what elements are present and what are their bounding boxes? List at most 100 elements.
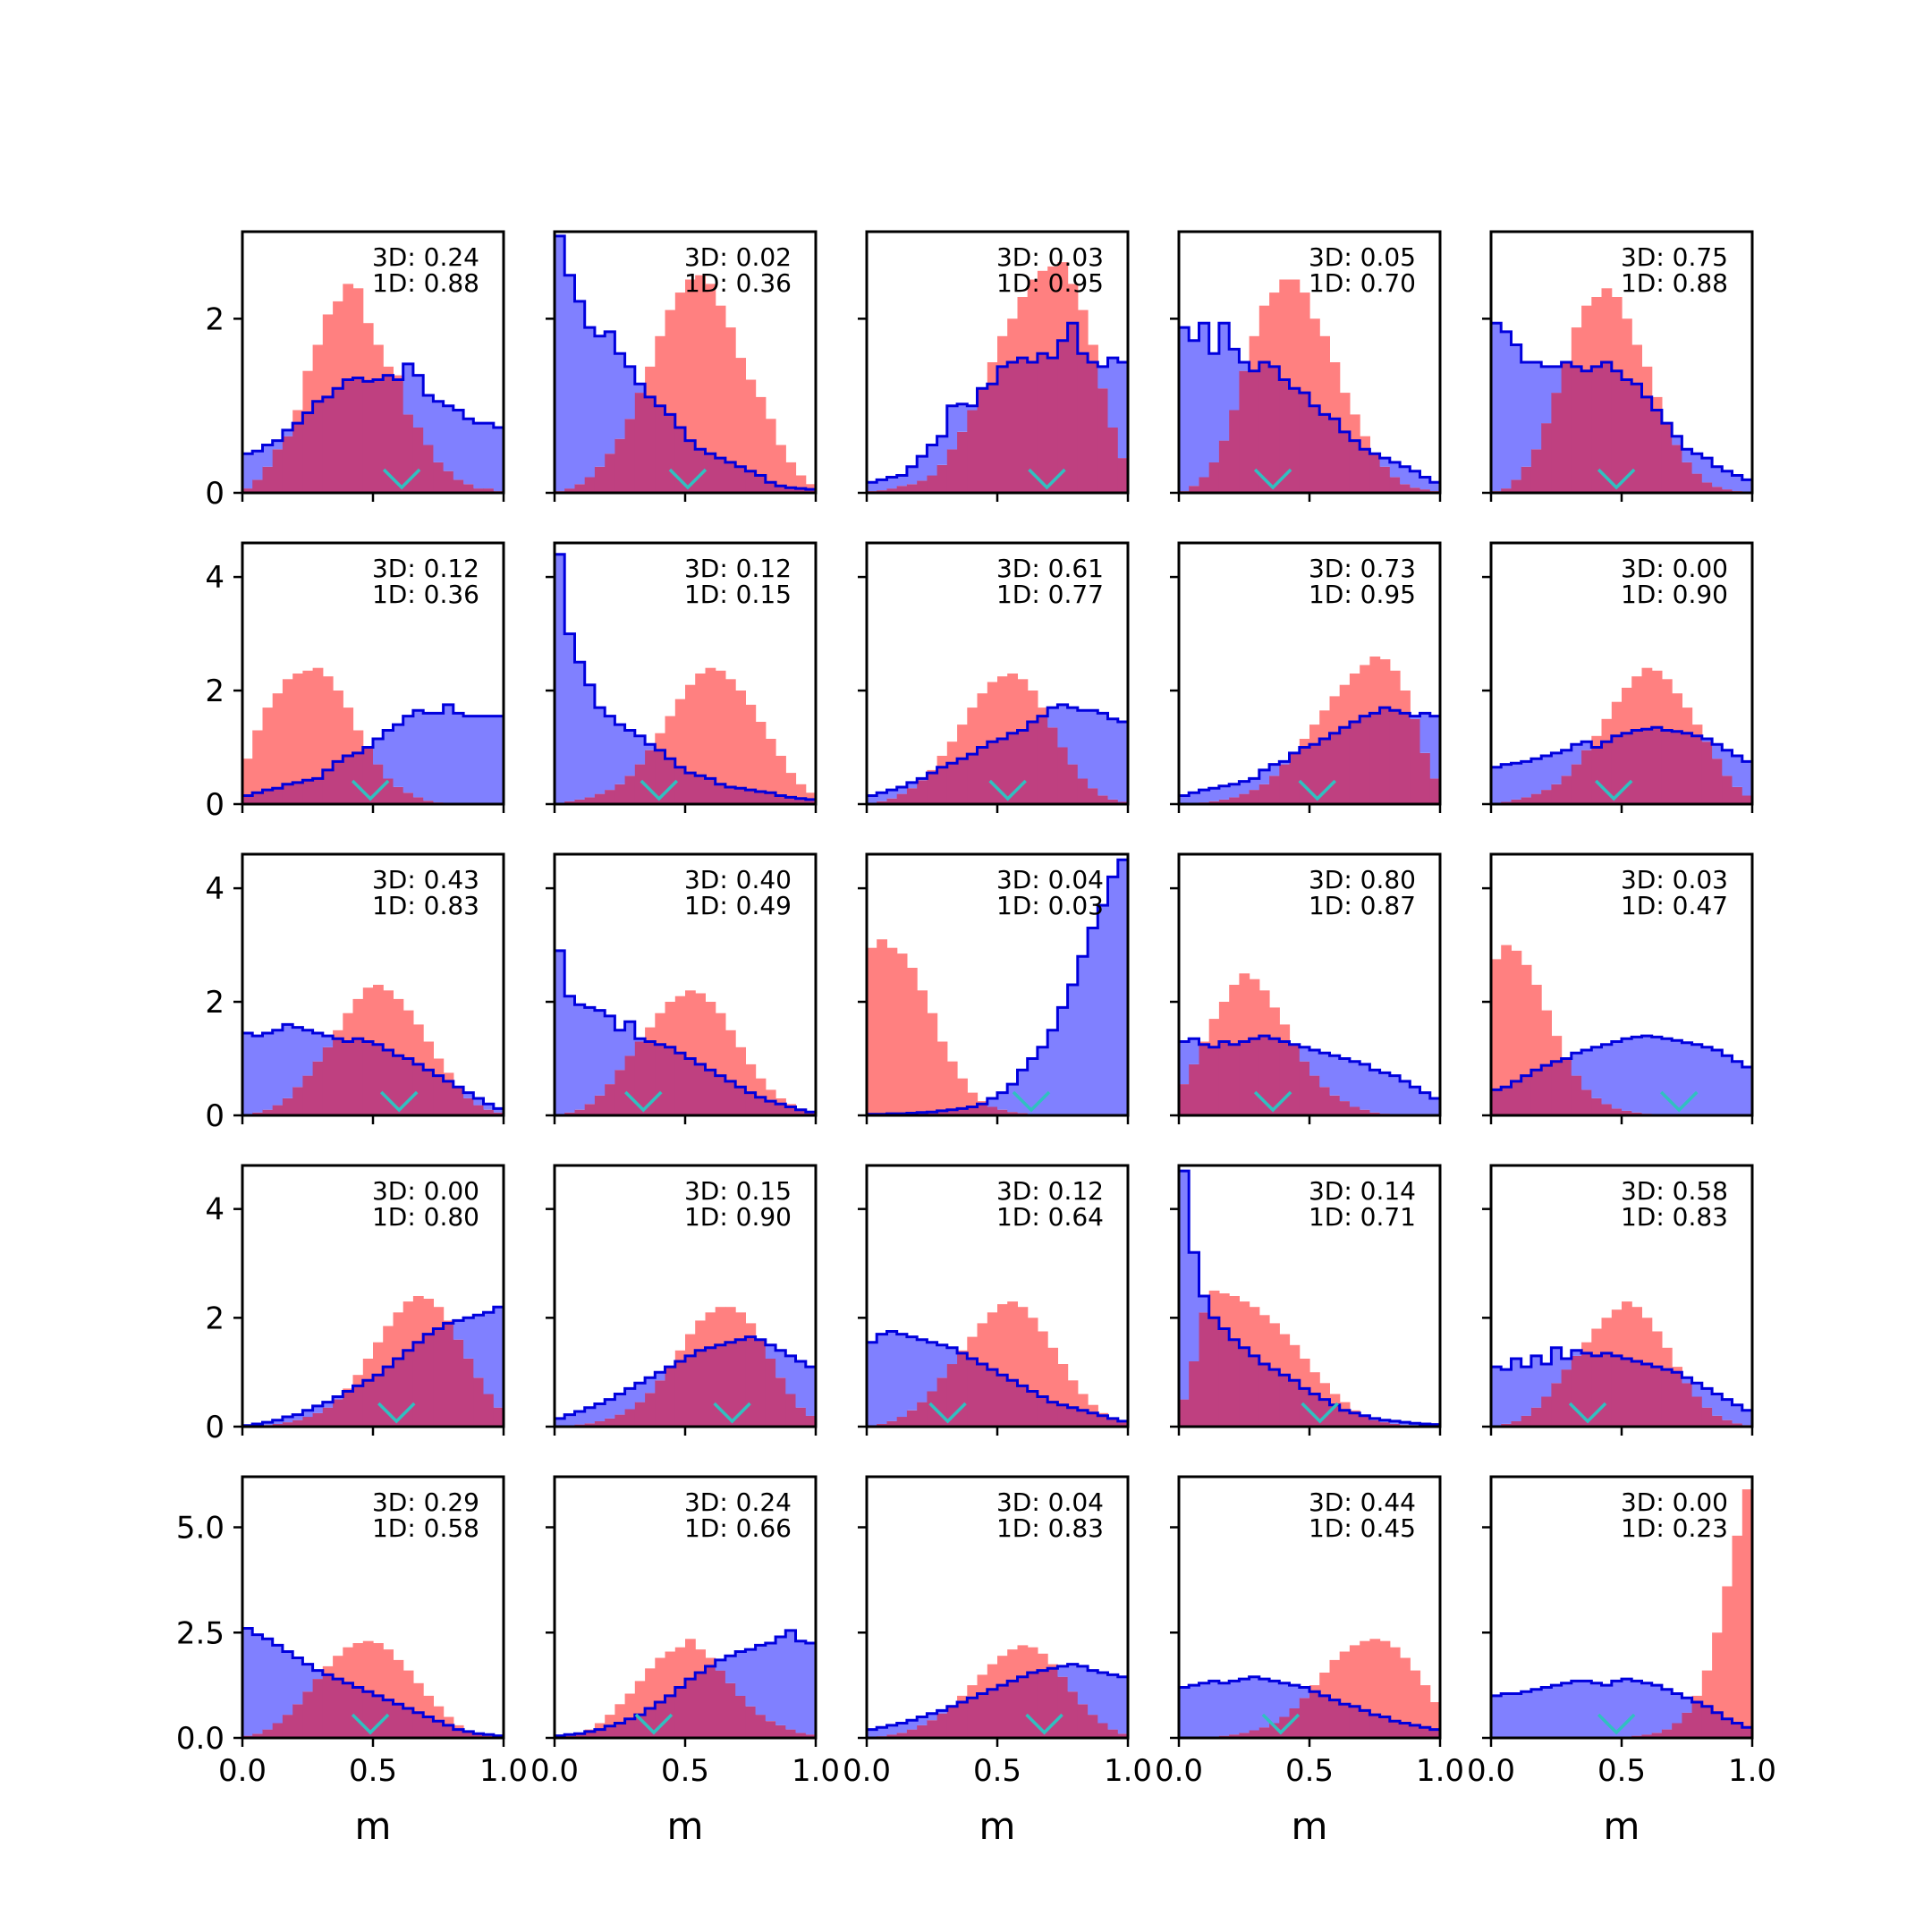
blue-bar [1571,1053,1582,1076]
overlap-bar [805,799,817,804]
overlap-bar [1229,410,1240,493]
overlap-bar [1107,1729,1119,1738]
blue-bar [1179,795,1190,804]
red-bar [724,327,736,462]
red-bar [724,1030,736,1081]
blue-bar [1117,860,1129,1115]
overlap-bar [322,1407,334,1427]
overlap-bar [785,487,797,493]
overlap-bar [1691,1702,1703,1738]
blue-outline [1491,1346,1752,1412]
overlap-bar [1622,1110,1632,1115]
x-tick-label: 0.5 [973,1753,1021,1789]
overlap-bar [1551,393,1563,493]
overlap-bar [1530,449,1542,493]
mode-marker [1261,1713,1301,1735]
overlap-bar [1037,1396,1048,1427]
overlap-bar [493,1407,504,1427]
red-bar [1651,670,1663,728]
overlap-bar [877,801,887,804]
blue-bar [1199,1296,1210,1313]
blue-outline [1179,706,1440,797]
overlap-bar [705,1665,716,1738]
overlap-bar [584,1423,596,1427]
overlap-bar [292,782,303,804]
blue-outline [1491,1034,1752,1091]
blue-bar [1672,1693,1682,1724]
red-bar [1591,297,1603,367]
red-bar [765,419,776,483]
red-bar [1037,1653,1048,1671]
overlap-bar [1521,466,1532,493]
blue-bar [1491,1695,1502,1738]
red-bar [1722,1586,1733,1719]
overlap-bar [724,1682,736,1738]
red-bar [1379,1640,1391,1717]
overlap-bar [765,1359,776,1427]
overlap-bar [433,462,445,493]
red-bar [1269,1007,1280,1039]
blue-outline [1491,1677,1752,1729]
overlap-bar [1360,449,1370,493]
red-bar [665,309,676,415]
blue-bar [1601,1685,1613,1738]
red-bar [674,1350,686,1361]
overlap-bar [1329,1699,1341,1738]
red-bar [1581,1342,1592,1353]
overlap-bar [1400,484,1411,493]
blue-bar [1732,475,1743,491]
overlap-bar [695,1673,706,1738]
red-bar [1289,1344,1301,1381]
overlap-bar [1701,482,1713,493]
red-bar [1389,1647,1401,1722]
red-bar [1309,724,1320,745]
overlap-bar [715,1344,726,1428]
overlap-bar [362,747,374,804]
red-bar [1088,344,1098,362]
blue-bar [946,405,958,450]
overlap-bar [936,1110,948,1115]
overlap-bar [1379,1716,1391,1738]
red-bar [1239,1301,1250,1348]
red-bar [1208,1019,1220,1047]
overlap-bar [1077,1410,1089,1428]
blue-bar [1410,470,1421,488]
overlap-bar [1199,1044,1210,1115]
y-tick-label: 0.0 [176,1721,225,1757]
blue-bar [634,735,646,765]
blue-bar [877,1334,887,1424]
blue-bar [1360,1063,1370,1110]
blue-bar [443,704,454,803]
blue-bar [1279,1682,1291,1717]
overlap-bar [987,1106,998,1115]
overlap-bar [1741,795,1753,804]
overlap-bar [473,488,485,493]
overlap-bar [1672,1723,1682,1738]
overlap-bar [977,1104,988,1115]
overlap-bar [705,453,716,493]
overlap-bar [1007,1380,1018,1427]
blue-bar [564,633,575,801]
overlap-bar [1088,788,1098,804]
overlap-bar [1379,1422,1391,1427]
overlap-bar [1651,1733,1663,1738]
overlap-bar [1551,1061,1563,1115]
overlap-bar [624,1409,636,1427]
blue-bar [584,1007,596,1105]
red-bar [1611,1309,1623,1356]
blue-bar [483,716,495,804]
blue-bar [493,1108,504,1113]
label-3d: 3D: 0.12 [372,554,479,583]
red-bar [1631,344,1642,385]
red-bar [755,722,767,792]
blue-bar [1622,1679,1632,1737]
y-tick-label: 2.5 [176,1615,225,1651]
red-bar [765,1089,776,1102]
blue-bar [594,1403,606,1421]
overlap-bar [433,1328,445,1427]
label-3d: 3D: 0.00 [1621,554,1728,583]
overlap-bar [1419,489,1431,493]
overlap-bar [282,1098,293,1115]
